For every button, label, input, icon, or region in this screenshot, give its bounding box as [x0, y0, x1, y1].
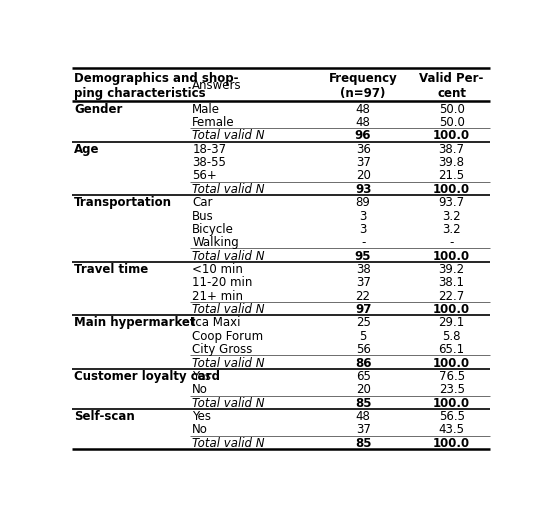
Text: Travel time: Travel time	[75, 263, 149, 275]
Text: 65.1: 65.1	[438, 343, 465, 355]
Text: 100.0: 100.0	[433, 129, 470, 142]
Text: 76.5: 76.5	[438, 369, 465, 382]
Text: 23.5: 23.5	[438, 383, 465, 395]
Text: 85: 85	[355, 436, 372, 449]
Text: Total valid N: Total valid N	[193, 129, 265, 142]
Text: 25: 25	[356, 316, 370, 329]
Text: 85: 85	[355, 396, 372, 409]
Text: 48: 48	[356, 102, 370, 116]
Text: 93.7: 93.7	[438, 196, 465, 209]
Text: Walking: Walking	[193, 236, 239, 249]
Text: Bus: Bus	[193, 209, 214, 222]
Text: Yes: Yes	[193, 409, 212, 422]
Text: 37: 37	[356, 276, 370, 289]
Text: 37: 37	[356, 422, 370, 436]
Text: 56: 56	[356, 343, 370, 355]
Text: 100.0: 100.0	[433, 356, 470, 369]
Text: 56+: 56+	[193, 169, 217, 182]
Text: 50.0: 50.0	[438, 116, 465, 129]
Text: -: -	[449, 236, 454, 249]
Text: 65: 65	[356, 369, 370, 382]
Text: 5: 5	[360, 329, 367, 342]
Text: Total valid N: Total valid N	[193, 182, 265, 195]
Text: Valid Per-
cent: Valid Per- cent	[419, 72, 484, 100]
Text: 48: 48	[356, 409, 370, 422]
Text: 43.5: 43.5	[438, 422, 465, 436]
Text: Self-scan: Self-scan	[75, 409, 135, 422]
Text: 89: 89	[356, 196, 370, 209]
Text: No: No	[193, 422, 208, 436]
Text: 3: 3	[360, 222, 367, 236]
Text: 18-37: 18-37	[193, 143, 226, 155]
Text: Total valid N: Total valid N	[193, 249, 265, 262]
Text: 3.2: 3.2	[442, 222, 461, 236]
Text: Female: Female	[193, 116, 235, 129]
Text: 20: 20	[356, 169, 370, 182]
Text: Frequency
(n=97): Frequency (n=97)	[329, 72, 398, 100]
Text: Male: Male	[193, 102, 220, 116]
Text: 29.1: 29.1	[438, 316, 465, 329]
Text: 3: 3	[360, 209, 367, 222]
Text: Ica Maxi: Ica Maxi	[193, 316, 241, 329]
Text: 39.8: 39.8	[438, 156, 465, 169]
Text: Gender: Gender	[75, 102, 123, 116]
Text: 38.1: 38.1	[438, 276, 465, 289]
Text: 38: 38	[356, 263, 370, 275]
Text: 21.5: 21.5	[438, 169, 465, 182]
Text: Total valid N: Total valid N	[193, 396, 265, 409]
Text: Transportation: Transportation	[75, 196, 172, 209]
Text: Bicycle: Bicycle	[193, 222, 234, 236]
Text: 86: 86	[355, 356, 372, 369]
Text: 100.0: 100.0	[433, 249, 470, 262]
Text: 50.0: 50.0	[438, 102, 465, 116]
Text: -: -	[361, 236, 366, 249]
Text: <10 min: <10 min	[193, 263, 243, 275]
Text: 100.0: 100.0	[433, 436, 470, 449]
Text: 11-20 min: 11-20 min	[193, 276, 253, 289]
Text: 37: 37	[356, 156, 370, 169]
Text: Car: Car	[193, 196, 213, 209]
Text: 93: 93	[355, 182, 372, 195]
Text: 95: 95	[355, 249, 372, 262]
Text: 3.2: 3.2	[442, 209, 461, 222]
Text: No: No	[193, 383, 208, 395]
Text: 5.8: 5.8	[442, 329, 461, 342]
Text: 100.0: 100.0	[433, 396, 470, 409]
Text: 56.5: 56.5	[438, 409, 465, 422]
Text: 20: 20	[356, 383, 370, 395]
Text: 38-55: 38-55	[193, 156, 226, 169]
Text: 100.0: 100.0	[433, 182, 470, 195]
Text: Age: Age	[75, 143, 100, 155]
Text: Total valid N: Total valid N	[193, 356, 265, 369]
Text: Total valid N: Total valid N	[193, 436, 265, 449]
Text: 39.2: 39.2	[438, 263, 465, 275]
Text: Answers: Answers	[193, 79, 242, 92]
Text: 38.7: 38.7	[438, 143, 465, 155]
Text: 96: 96	[355, 129, 372, 142]
Text: 22.7: 22.7	[438, 289, 465, 302]
Text: Total valid N: Total valid N	[193, 302, 265, 316]
Text: 22: 22	[356, 289, 370, 302]
Text: 21+ min: 21+ min	[193, 289, 243, 302]
Text: Main hypermarket: Main hypermarket	[75, 316, 196, 329]
Text: 36: 36	[356, 143, 370, 155]
Text: Customer loyalty card: Customer loyalty card	[75, 369, 220, 382]
Text: 48: 48	[356, 116, 370, 129]
Text: 97: 97	[355, 302, 372, 316]
Text: Coop Forum: Coop Forum	[193, 329, 263, 342]
Text: 100.0: 100.0	[433, 302, 470, 316]
Text: Yes: Yes	[193, 369, 212, 382]
Text: City Gross: City Gross	[193, 343, 253, 355]
Text: Demographics and shop-
ping characteristics: Demographics and shop- ping characterist…	[75, 72, 239, 100]
